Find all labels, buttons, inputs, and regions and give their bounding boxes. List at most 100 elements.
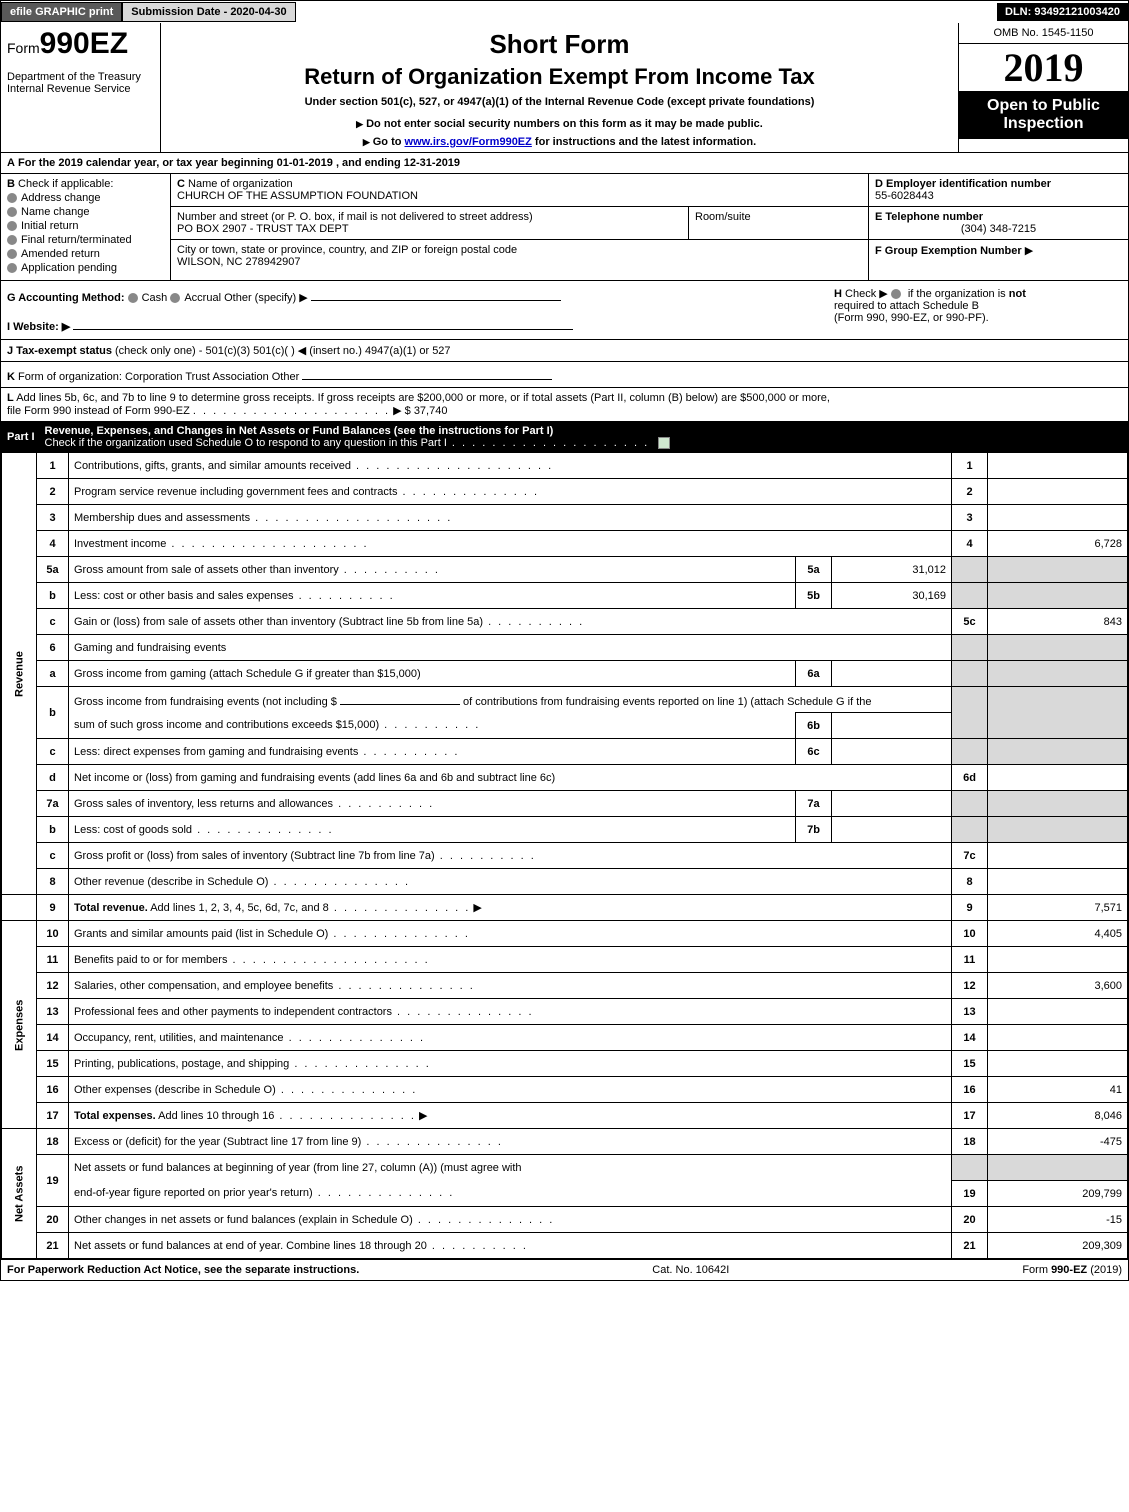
l19-box: 19	[952, 1181, 988, 1207]
l5c-val: 843	[988, 609, 1128, 635]
part1-checkbox[interactable]	[658, 437, 670, 449]
l21-box: 21	[952, 1233, 988, 1259]
return-title: Return of Organization Exempt From Incom…	[167, 64, 952, 90]
l-text1: Add lines 5b, 6c, and 7b to line 9 to de…	[16, 392, 830, 404]
l6b-desc1: Gross income from fundraising events (no…	[69, 687, 952, 713]
l15-box: 15	[952, 1051, 988, 1077]
f-label: F Group Exemption Number	[875, 245, 1022, 257]
l8-val	[988, 869, 1128, 895]
line-5a: 5a Gross amount from sale of assets othe…	[2, 557, 1128, 583]
l6-shade2	[988, 635, 1128, 661]
dln-label: DLN: 93492121003420	[997, 3, 1128, 21]
street-row: Number and street (or P. O. box, if mail…	[171, 207, 868, 240]
form-header: Form990EZ Department of the Treasury Int…	[1, 23, 1128, 153]
h-not: not	[1009, 288, 1026, 300]
city-val: WILSON, NC 278942907	[177, 256, 517, 268]
e-label: E Telephone number	[875, 211, 1122, 223]
l6d-num: d	[37, 765, 69, 791]
org-name-row: C Name of organization CHURCH OF THE ASS…	[171, 174, 868, 207]
l7a-shade2	[988, 791, 1128, 817]
l7c-box: 7c	[952, 843, 988, 869]
l8-desc: Other revenue (describe in Schedule O)	[69, 869, 952, 895]
website-field[interactable]	[73, 316, 573, 330]
line-2: 2 Program service revenue including gove…	[2, 479, 1128, 505]
lines-table: Revenue 1 Contributions, gifts, grants, …	[1, 452, 1128, 1259]
l20-desc: Other changes in net assets or fund bala…	[69, 1207, 952, 1233]
l11-num: 11	[37, 947, 69, 973]
l7b-desc: Less: cost of goods sold	[69, 817, 796, 843]
gh-row: G Accounting Method: Cash Accrual Other …	[1, 281, 1128, 340]
check-address[interactable]: Address change	[7, 192, 164, 204]
check-amended[interactable]: Amended return	[7, 248, 164, 260]
l1-box: 1	[952, 453, 988, 479]
top-bar: efile GRAPHIC print Submission Date - 20…	[1, 1, 1128, 23]
efile-print-button[interactable]: efile GRAPHIC print	[1, 2, 122, 22]
l10-val: 4,405	[988, 921, 1128, 947]
l6b-shade2	[988, 687, 1128, 739]
l5a-shade2	[988, 557, 1128, 583]
l5b-shade1	[952, 583, 988, 609]
l7a-desc: Gross sales of inventory, less returns a…	[69, 791, 796, 817]
l5a-shade1	[952, 557, 988, 583]
a-label: A	[7, 157, 15, 169]
section-f: F Group Exemption Number ▶	[869, 240, 1128, 261]
l17-box: 17	[952, 1103, 988, 1129]
line-18: Net Assets 18 Excess or (deficit) for th…	[2, 1129, 1128, 1155]
form-container: efile GRAPHIC print Submission Date - 20…	[0, 0, 1129, 1281]
l19-shade1	[952, 1155, 988, 1181]
check-pending[interactable]: Application pending	[7, 262, 164, 274]
g-accrual[interactable]: Accrual	[184, 292, 221, 304]
l5b-minival: 30,169	[832, 583, 952, 609]
l5b-mini: 5b	[796, 583, 832, 609]
l18-box: 18	[952, 1129, 988, 1155]
k-other-field[interactable]	[302, 366, 552, 380]
l19-desc1: Net assets or fund balances at beginning…	[69, 1155, 952, 1181]
l10-box: 10	[952, 921, 988, 947]
ein-val: 55-6028443	[875, 190, 1122, 202]
a-text: For the 2019 calendar year, or tax year …	[18, 157, 460, 169]
l9-num: 9	[37, 895, 69, 921]
check-if: Check if applicable:	[18, 178, 113, 190]
l6c-shade1	[952, 739, 988, 765]
l6a-shade1	[952, 661, 988, 687]
l4-box: 4	[952, 531, 988, 557]
l3-box: 3	[952, 505, 988, 531]
l5a-num: 5a	[37, 557, 69, 583]
line-6c: c Less: direct expenses from gaming and …	[2, 739, 1128, 765]
l7b-num: b	[37, 817, 69, 843]
city-row: City or town, state or province, country…	[171, 240, 868, 272]
l21-desc: Net assets or fund balances at end of ye…	[69, 1233, 952, 1259]
k-label: K	[7, 371, 15, 383]
l3-val	[988, 505, 1128, 531]
l6a-mini: 6a	[796, 661, 832, 687]
section-k: K Form of organization: Corporation Trus…	[1, 362, 1128, 388]
line-11: 11 Benefits paid to or for members 11	[2, 947, 1128, 973]
form-990ez: 990EZ	[40, 27, 128, 60]
l13-num: 13	[37, 999, 69, 1025]
l6-num: 6	[37, 635, 69, 661]
g-cash[interactable]: Cash	[142, 292, 168, 304]
section-j: J Tax-exempt status (check only one) - 5…	[1, 340, 1128, 362]
form-number: Form990EZ	[7, 27, 154, 61]
section-h: H Check ▶ if the organization is not req…	[828, 281, 1128, 339]
part1-desc: Revenue, Expenses, and Changes in Net As…	[45, 425, 1122, 449]
line-15: 15 Printing, publications, postage, and …	[2, 1051, 1128, 1077]
g-other[interactable]: Other (specify) ▶	[224, 292, 308, 304]
l13-val	[988, 999, 1128, 1025]
h-check: Check ▶	[845, 288, 888, 300]
check-final[interactable]: Final return/terminated	[7, 234, 164, 246]
check-name[interactable]: Name change	[7, 206, 164, 218]
l14-desc: Occupancy, rent, utilities, and maintena…	[69, 1025, 952, 1051]
irs-link[interactable]: www.irs.gov/Form990EZ	[405, 136, 532, 148]
l6c-minival	[832, 739, 952, 765]
l19-num: 19	[37, 1155, 69, 1207]
l2-desc: Program service revenue including govern…	[69, 479, 952, 505]
line-5c: c Gain or (loss) from sale of assets oth…	[2, 609, 1128, 635]
l2-val	[988, 479, 1128, 505]
l7a-num: 7a	[37, 791, 69, 817]
g-other-field[interactable]	[311, 287, 561, 301]
k-text: Form of organization: Corporation Trust …	[18, 371, 299, 383]
check-initial[interactable]: Initial return	[7, 220, 164, 232]
l5c-box: 5c	[952, 609, 988, 635]
sections-def: D Employer identification number 55-6028…	[868, 174, 1128, 280]
